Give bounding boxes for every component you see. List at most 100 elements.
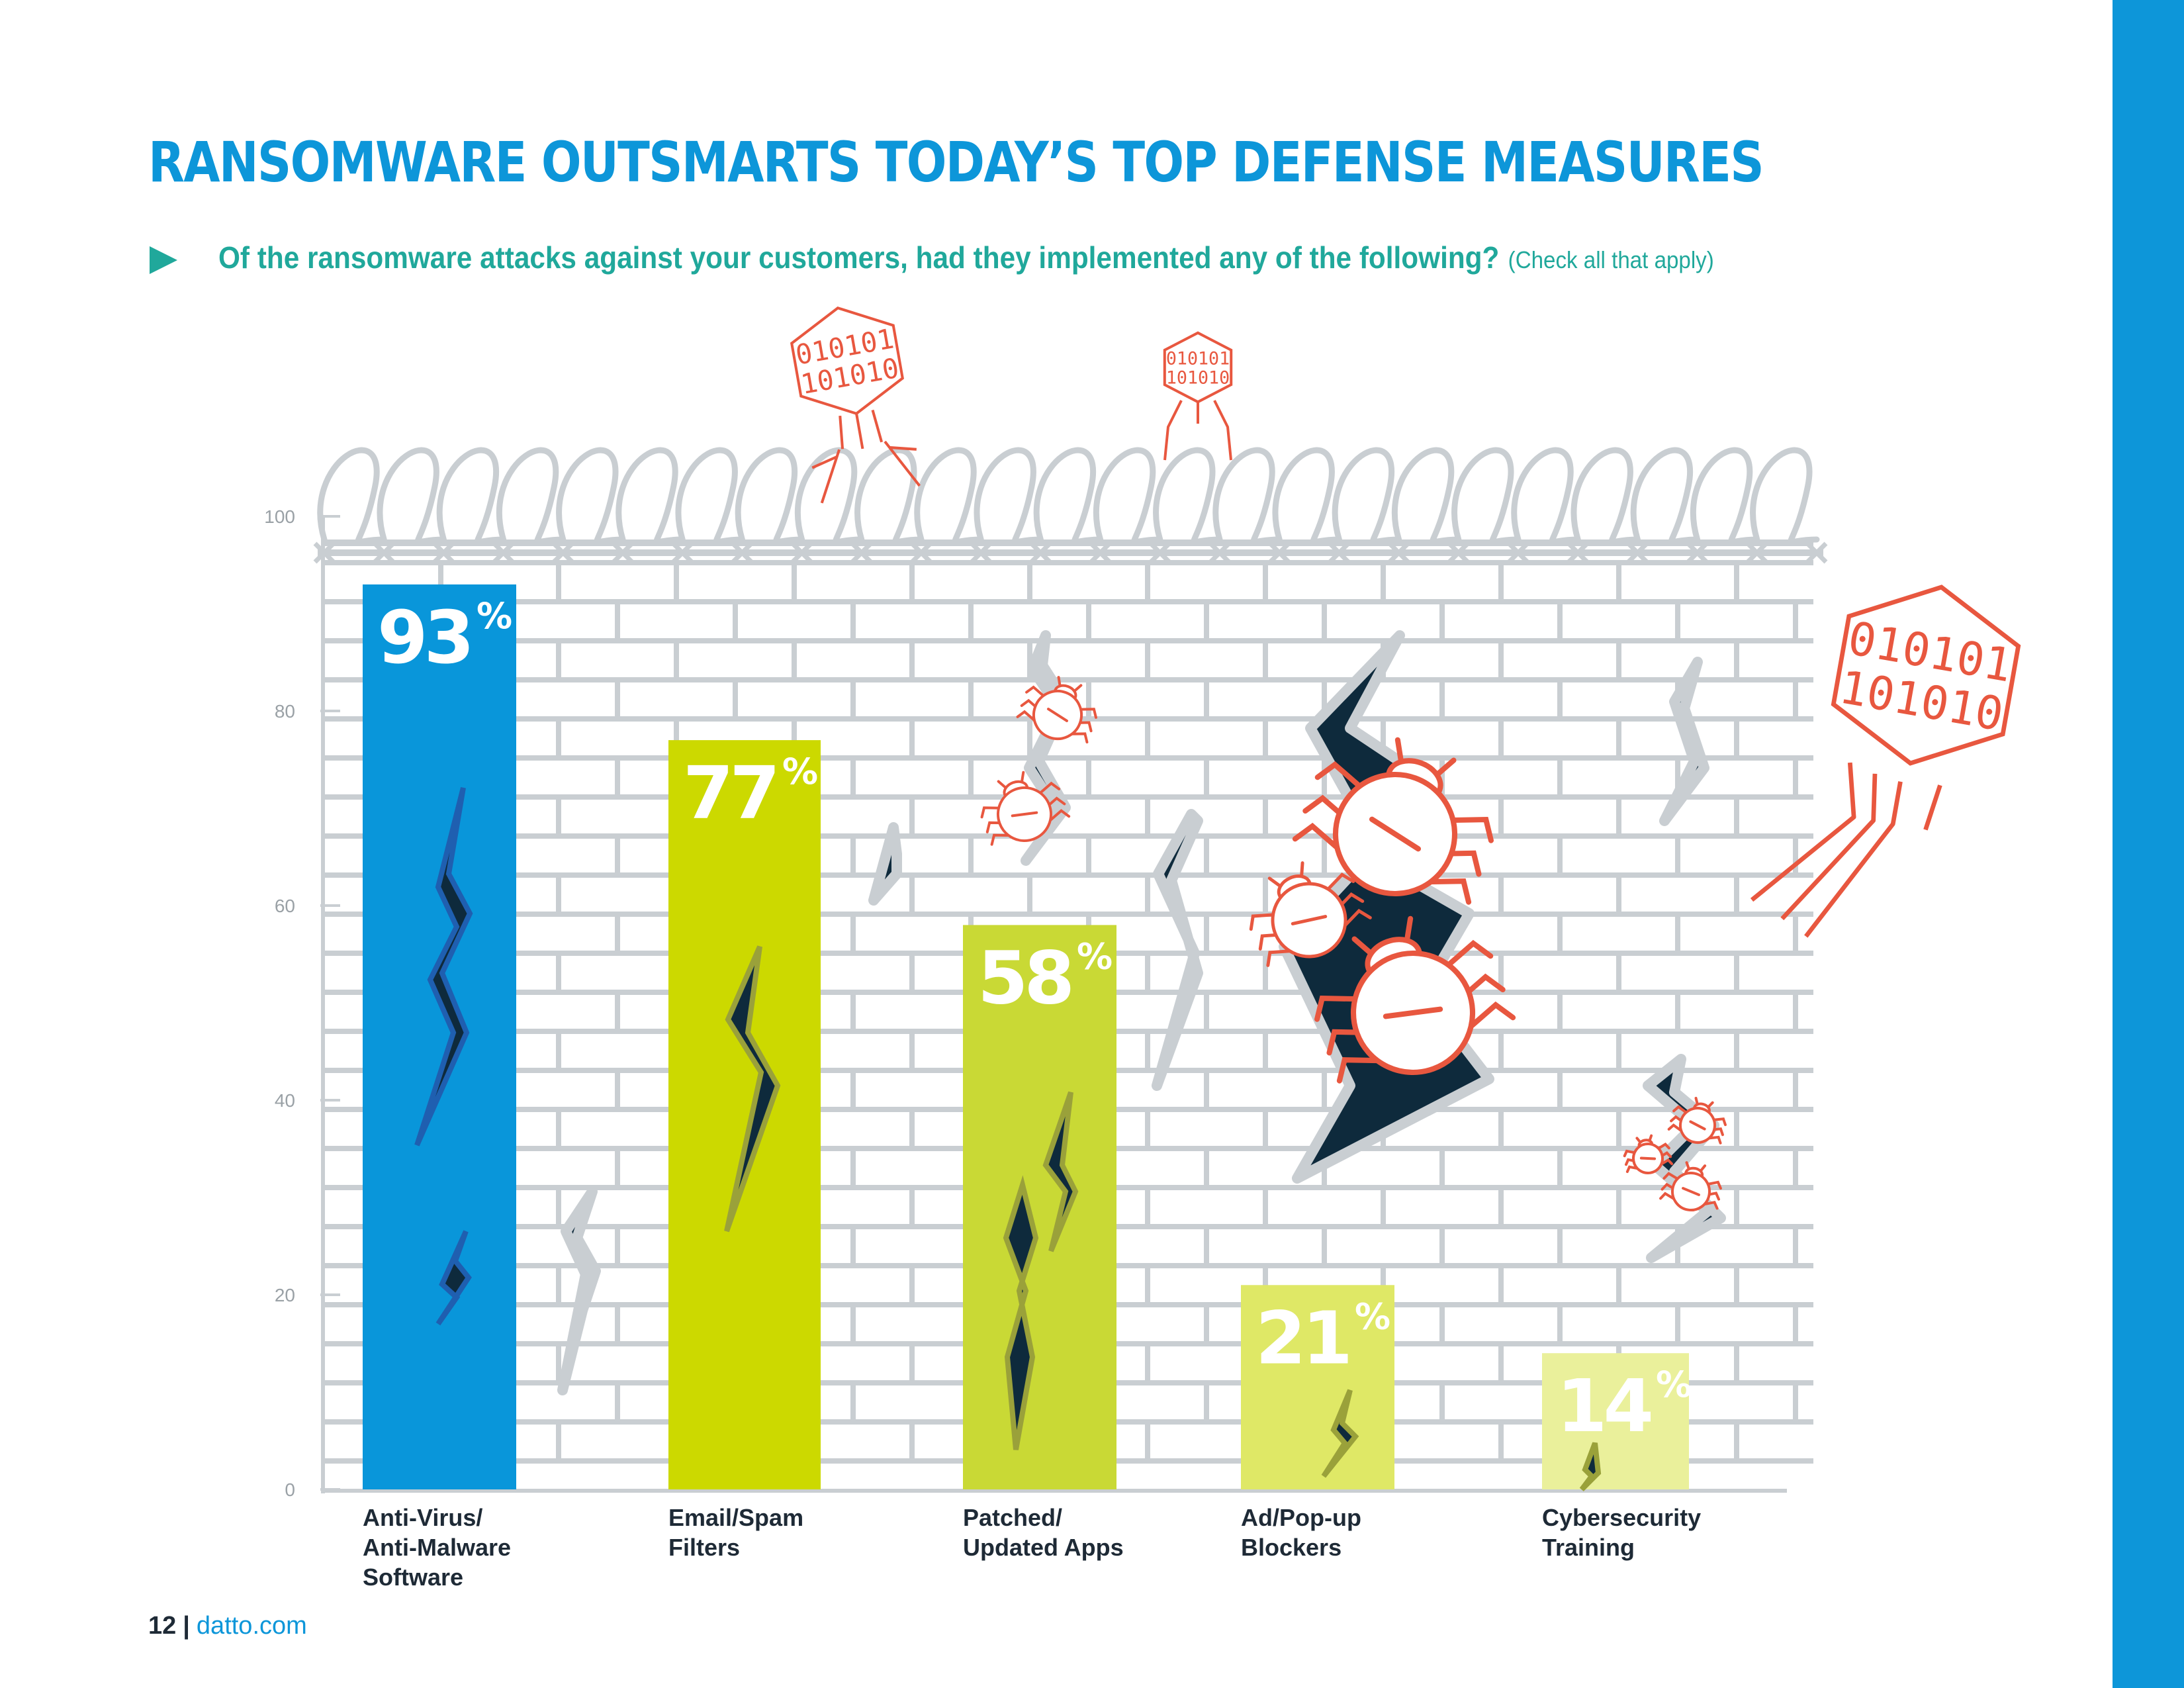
- wire-barb: [1089, 541, 1112, 564]
- page-title: RANSOMWARE OUTSMARTS TODAY’S TOP DEFENSE…: [148, 130, 1764, 195]
- bug-leg: [990, 833, 1014, 846]
- category-labels: Anti-Virus/Anti-Malware Software Email/Spa…: [363, 1504, 1701, 1591]
- bar-crack: [435, 1230, 472, 1326]
- wire-barb: [671, 541, 694, 564]
- wire-barb: [1626, 541, 1649, 564]
- category-label-line: Anti-Malware: [363, 1534, 511, 1561]
- wire-barb: [1746, 541, 1768, 564]
- virus-legs: [1750, 762, 1942, 938]
- category-label-line: Updated Apps: [963, 1534, 1124, 1561]
- category-label-line: Ad/Pop-up: [1241, 1504, 1361, 1531]
- bug-mark: [1369, 816, 1422, 852]
- bar-group: [1241, 1285, 1394, 1489]
- category-label-line: Email/Spam: [668, 1504, 803, 1531]
- bug-icon: [1292, 737, 1494, 905]
- wire-barb: [373, 541, 395, 564]
- bar-crack: [724, 945, 781, 1233]
- bug-leg: [1025, 685, 1048, 700]
- category-label-line: Cybersecurity: [1542, 1504, 1701, 1531]
- category-label-line: Filters: [668, 1534, 740, 1561]
- bar-crack: [1003, 1175, 1039, 1450]
- bug-leg: [1461, 1001, 1516, 1035]
- y-tick-label: 100: [264, 506, 295, 527]
- bug-mark: [1383, 1006, 1443, 1019]
- bugs-illustration: [980, 676, 1727, 1211]
- bug-mark: [1047, 708, 1068, 722]
- bug-leg: [1036, 781, 1061, 797]
- y-tick-label: 80: [275, 701, 295, 722]
- wire-barb: [612, 541, 634, 564]
- value-label: 21: [1255, 1295, 1349, 1380]
- bar: [1241, 1285, 1394, 1489]
- bar-crack: [1321, 1389, 1359, 1478]
- question-note: (Check all that apply): [1508, 246, 1714, 273]
- wire-barb: [1208, 541, 1231, 564]
- category-label-line: Anti-Virus/: [363, 1504, 482, 1531]
- wire-barb: [1029, 541, 1052, 564]
- y-tick-label: 0: [285, 1479, 295, 1500]
- bug-leg: [1266, 949, 1297, 967]
- bug-leg: [1709, 1117, 1727, 1127]
- category-label-line: Patched/: [963, 1504, 1062, 1531]
- value-unit: %: [782, 751, 818, 792]
- play-triangle-icon: [150, 246, 177, 274]
- bug-icon: [1659, 1161, 1722, 1211]
- bars: [363, 584, 1689, 1491]
- bar: [1542, 1353, 1689, 1489]
- wire-barb: [1268, 541, 1291, 564]
- value-unit: %: [1656, 1364, 1692, 1405]
- virus-binary: 101010: [1166, 367, 1230, 388]
- value-unit: %: [477, 595, 512, 637]
- bug-icon: [1623, 1134, 1674, 1174]
- wire-barb: [1805, 541, 1828, 564]
- bar-group: [963, 925, 1116, 1489]
- wire-barb: [791, 541, 813, 564]
- wire-barb: [492, 541, 515, 564]
- bug-icon: [980, 771, 1071, 846]
- category-label-line: Software: [363, 1564, 463, 1591]
- bug-mark: [1291, 915, 1328, 925]
- wire-barb: [731, 541, 753, 564]
- wire-barb: [1388, 541, 1410, 564]
- value-label: 93: [377, 595, 471, 680]
- bug-leg: [1314, 761, 1369, 795]
- bug-icon: [1314, 915, 1516, 1084]
- category-label-line: Blockers: [1241, 1534, 1342, 1561]
- wire-barb: [970, 541, 992, 564]
- wire-barb: [850, 541, 873, 564]
- wire-barb: [1507, 541, 1529, 564]
- value-label: 58: [978, 935, 1071, 1020]
- y-axis: 0 20 40 60 80 100: [264, 506, 1787, 1500]
- footer-link[interactable]: datto.com: [196, 1612, 307, 1640]
- bug-leg: [1322, 872, 1355, 895]
- bug-mark: [1682, 1187, 1700, 1196]
- wire-barb: [1567, 541, 1589, 564]
- bug-icon: [1016, 676, 1097, 744]
- value-unit: %: [1077, 935, 1113, 977]
- wire-barb: [1447, 541, 1470, 564]
- bar-crack: [1579, 1442, 1602, 1491]
- category-label: Email/Spam Filters: [668, 1504, 803, 1561]
- bug-leg: [1314, 996, 1367, 1022]
- bug-mark: [1639, 1156, 1657, 1160]
- wire-barb: [910, 541, 933, 564]
- category-label-line: Training: [1542, 1534, 1635, 1561]
- page-number: 12: [148, 1612, 177, 1640]
- wire-barb: [1149, 541, 1171, 564]
- side-accent-bar: [2113, 0, 2184, 1688]
- bug-leg: [1075, 708, 1097, 719]
- value-labels: 93 %77 %58 %21 %14%: [377, 595, 1692, 1448]
- wire-barb: [1328, 541, 1350, 564]
- bug-leg: [980, 806, 1004, 819]
- wall-crack: [557, 1186, 601, 1395]
- question-text: Of the ransomware attacks against your c…: [218, 240, 1500, 275]
- bar: [363, 584, 516, 1489]
- footer: 12 | datto.com: [148, 1612, 307, 1640]
- category-label: Patched/Updated Apps: [963, 1504, 1124, 1561]
- bug-leg: [1336, 1057, 1389, 1084]
